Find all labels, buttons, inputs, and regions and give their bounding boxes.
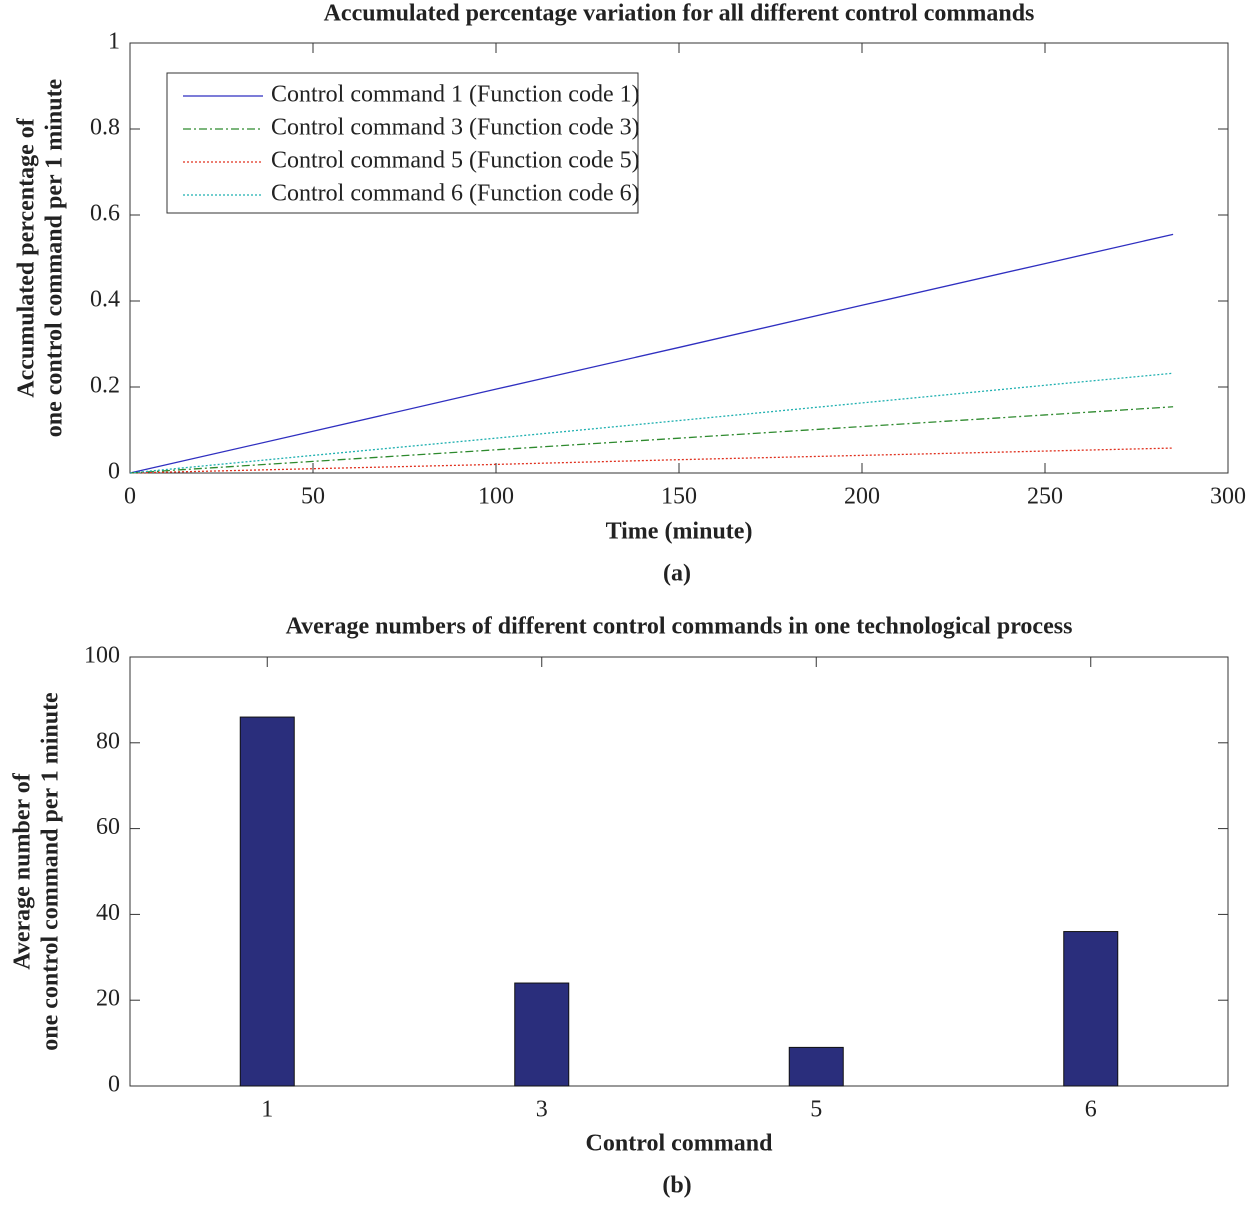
- y-tick-label: 0.8: [90, 115, 120, 141]
- x-tick-label: 5: [810, 1097, 822, 1123]
- y-tick-label: 0: [108, 1072, 120, 1098]
- x-tick-label: 200: [844, 484, 880, 510]
- y-tick-label: 0.2: [90, 373, 120, 399]
- x-tick-label: 50: [301, 484, 325, 510]
- bar: [1063, 931, 1119, 1087]
- y-tick-label: 100: [84, 643, 120, 669]
- caption: (b): [662, 1173, 691, 1199]
- y-tick-label: 40: [96, 900, 120, 926]
- data-line: [129, 372, 1174, 474]
- chart-title: Accumulated percentage variation for all…: [324, 1, 1035, 27]
- y-tick-label: 0: [108, 459, 120, 485]
- plot-frame: [129, 656, 1229, 1087]
- caption: (a): [663, 561, 691, 587]
- y-tick-label: 80: [96, 728, 120, 754]
- x-tick-label: 0: [124, 484, 136, 510]
- y-tick-label: 0.6: [90, 201, 120, 227]
- bar: [239, 716, 295, 1087]
- y-axis-label: one control command per 1 minute: [38, 692, 64, 1051]
- legend-label: Control command 1 (Function code 1): [271, 82, 640, 108]
- x-tick-label: 150: [661, 484, 697, 510]
- chart-title: Average numbers of different control com…: [286, 614, 1073, 640]
- data-line: [129, 233, 1174, 474]
- legend-label: Control command 5 (Function code 5): [271, 148, 640, 174]
- x-tick-label: 1: [261, 1097, 273, 1123]
- y-tick-label: 60: [96, 814, 120, 840]
- y-tick-label: 20: [96, 986, 120, 1012]
- x-tick-label: 3: [536, 1097, 548, 1123]
- y-axis-label: Average number of: [10, 772, 36, 969]
- legend-label: Control command 3 (Function code 3): [271, 115, 640, 141]
- y-axis-label: Accumulated percentage of: [14, 117, 40, 398]
- legend-label: Control command 6 (Function code 6): [271, 181, 640, 207]
- x-tick-label: 6: [1085, 1097, 1097, 1123]
- data-line: [129, 447, 1174, 474]
- x-axis-label: Time (minute): [606, 519, 753, 545]
- data-line: [129, 406, 1174, 474]
- x-tick-label: 300: [1210, 484, 1246, 510]
- x-tick-label: 250: [1027, 484, 1063, 510]
- bar: [788, 1046, 844, 1087]
- x-tick-label: 100: [478, 484, 514, 510]
- x-axis-label: Control command: [586, 1131, 774, 1157]
- y-tick-label: 0.4: [90, 287, 120, 313]
- y-axis-label: one control command per 1 minute: [42, 78, 68, 437]
- bar: [514, 982, 570, 1087]
- y-tick-label: 1: [108, 29, 120, 55]
